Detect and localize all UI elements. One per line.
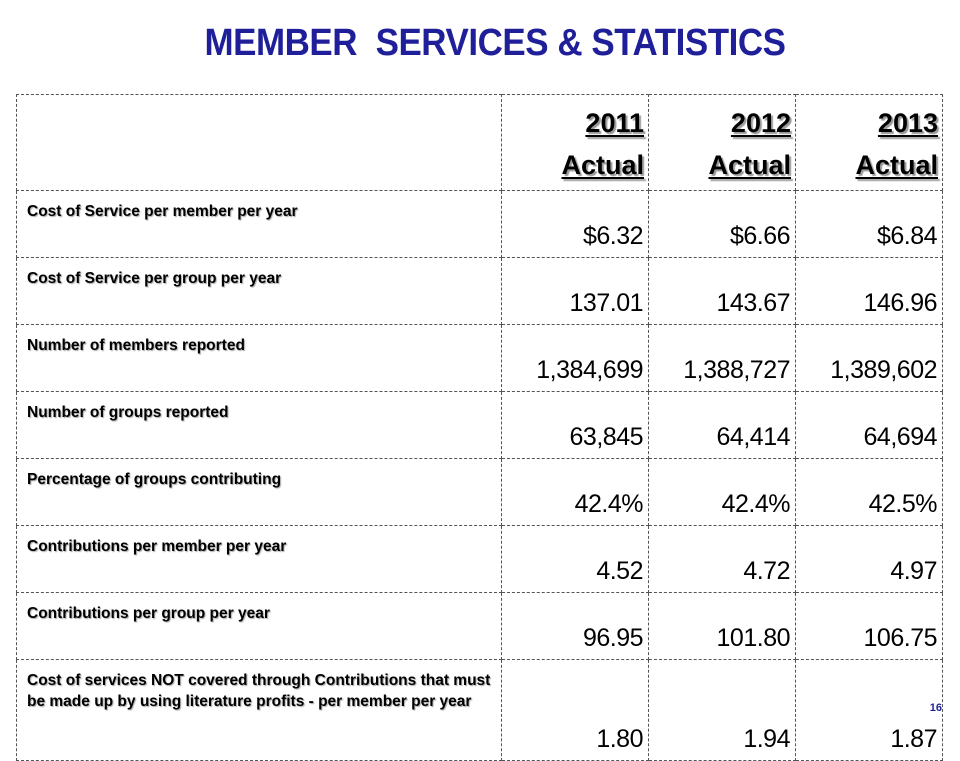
cell-value: 63,845: [501, 391, 649, 459]
cell-value: 64,414: [648, 391, 796, 459]
column-header-2013: 2013 Actual: [795, 94, 943, 191]
cell-value: 143.67: [648, 257, 796, 325]
table-row: Cost of Service per member per year $6.3…: [16, 190, 943, 258]
cell-value: 42.4%: [501, 458, 649, 526]
cell-value: 146.96: [795, 257, 943, 325]
cell-value: 1,388,727: [648, 324, 796, 392]
cell-value: 4.97: [795, 525, 943, 593]
column-header-kind: Actual: [708, 150, 791, 180]
header-empty-cell: [16, 94, 502, 191]
cell-value: $6.84: [795, 190, 943, 258]
table-row: Cost of Service per group per year 137.0…: [16, 257, 943, 325]
cell-value: 64,694: [795, 391, 943, 459]
column-header-2011: 2011 Actual: [501, 94, 649, 191]
row-label: Contributions per group per year: [16, 592, 502, 660]
cell-value: 42.5%: [795, 458, 943, 526]
row-label: Number of groups reported: [16, 391, 502, 459]
cell-value: 4.52: [501, 525, 649, 593]
cell-value: 101.80: [648, 592, 796, 660]
row-label: Cost of Service per group per year: [16, 257, 502, 325]
row-label: Number of members reported: [16, 324, 502, 392]
row-label: Cost of services NOT covered through Con…: [16, 659, 502, 761]
cell-value: 1.87: [795, 659, 943, 761]
cell-value: 96.95: [501, 592, 649, 660]
row-label: Cost of Service per member per year: [16, 190, 502, 258]
column-header-year: 2012: [730, 108, 791, 138]
table-row: Contributions per member per year 4.52 4…: [16, 525, 943, 593]
cell-value: 4.72: [648, 525, 796, 593]
cell-value: 1.94: [648, 659, 796, 761]
cell-value: 106.75: [795, 592, 943, 660]
row-label: Percentage of groups contributing: [16, 458, 502, 526]
cell-value: 1,389,602: [795, 324, 943, 392]
table-row: Number of groups reported 63,845 64,414 …: [16, 391, 943, 459]
cell-value: $6.66: [648, 190, 796, 258]
cell-value: 42.4%: [648, 458, 796, 526]
table-row: Number of members reported 1,384,699 1,3…: [16, 324, 943, 392]
cell-value: 137.01: [501, 257, 649, 325]
table-row: Percentage of groups contributing 42.4% …: [16, 458, 943, 526]
cell-value: $6.32: [501, 190, 649, 258]
statistics-table: 2011 Actual 2012 Actual 2013 Actual Cost…: [16, 94, 943, 761]
column-header-kind: Actual: [561, 150, 644, 180]
column-header-2012: 2012 Actual: [648, 94, 796, 191]
column-header-kind: Actual: [855, 150, 938, 180]
cell-value: 1.80: [501, 659, 649, 761]
table-row: Contributions per group per year 96.95 1…: [16, 592, 943, 660]
header-row: 2011 Actual 2012 Actual 2013 Actual: [16, 94, 943, 191]
column-header-year: 2013: [877, 108, 938, 138]
row-label: Contributions per member per year: [16, 525, 502, 593]
cell-value: 1,384,699: [501, 324, 649, 392]
column-header-year: 2011: [585, 108, 644, 138]
table-row: Cost of services NOT covered through Con…: [16, 659, 943, 761]
page-number: 16: [929, 702, 942, 714]
page-title: MEMBER SERVICES & STATISTICS: [204, 22, 786, 64]
